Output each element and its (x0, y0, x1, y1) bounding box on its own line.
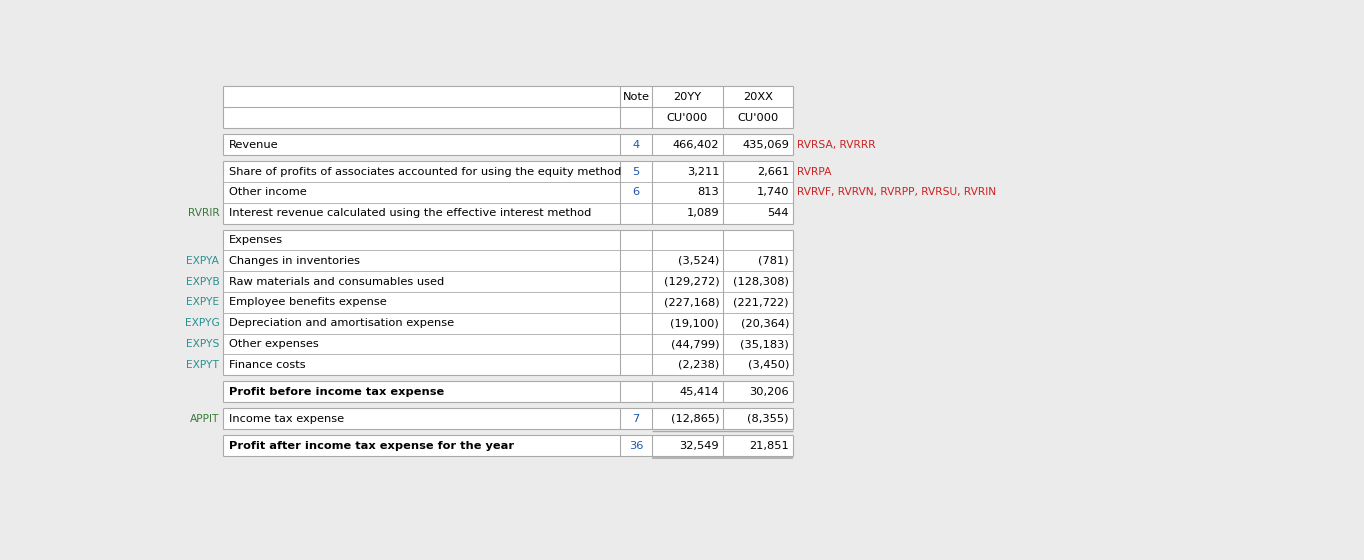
Text: RVRVF, RVRVN, RVRPP, RVRSU, RVRIN: RVRVF, RVRVN, RVRPP, RVRSU, RVRIN (797, 188, 996, 197)
Bar (224, 203, 792, 223)
Text: Other expenses: Other expenses (229, 339, 318, 349)
Bar (224, 354, 792, 375)
Text: 813: 813 (697, 188, 719, 197)
Text: 1,740: 1,740 (757, 188, 788, 197)
Text: 21,851: 21,851 (749, 441, 788, 451)
Text: Profit before income tax expense: Profit before income tax expense (229, 387, 443, 396)
Text: Employee benefits expense: Employee benefits expense (229, 297, 386, 307)
Text: Note: Note (622, 92, 649, 102)
Text: (3,524): (3,524) (678, 256, 719, 266)
Bar (224, 408, 792, 429)
Bar (224, 381, 792, 402)
Text: 6: 6 (633, 188, 640, 197)
Text: Income tax expense: Income tax expense (229, 414, 344, 424)
Text: 5: 5 (633, 166, 640, 176)
Text: 435,069: 435,069 (742, 139, 788, 150)
Text: 30,206: 30,206 (749, 387, 788, 396)
Text: RVRIR: RVRIR (188, 208, 220, 218)
Text: (128,308): (128,308) (732, 277, 788, 287)
Text: RVRSA, RVRRR: RVRSA, RVRRR (797, 139, 876, 150)
Text: (227,168): (227,168) (663, 297, 719, 307)
Bar (224, 271, 792, 292)
Bar (224, 334, 792, 354)
Text: 45,414: 45,414 (679, 387, 719, 396)
Text: Changes in inventories: Changes in inventories (229, 256, 360, 266)
Text: (35,183): (35,183) (741, 339, 788, 349)
Text: (2,238): (2,238) (678, 360, 719, 370)
Text: 4: 4 (633, 139, 640, 150)
Text: EXPYG: EXPYG (184, 318, 220, 328)
Text: (44,799): (44,799) (671, 339, 719, 349)
Text: (129,272): (129,272) (663, 277, 719, 287)
Text: 1,089: 1,089 (686, 208, 719, 218)
Text: Revenue: Revenue (229, 139, 278, 150)
Bar (224, 313, 792, 334)
Text: Share of profits of associates accounted for using the equity method: Share of profits of associates accounted… (229, 166, 621, 176)
Text: EXPYS: EXPYS (186, 339, 220, 349)
Text: EXPYT: EXPYT (187, 360, 220, 370)
Text: (3,450): (3,450) (747, 360, 788, 370)
Bar (224, 182, 792, 203)
Text: EXPYE: EXPYE (187, 297, 220, 307)
Text: Depreciation and amortisation expense: Depreciation and amortisation expense (229, 318, 454, 328)
Text: 2,661: 2,661 (757, 166, 788, 176)
Text: (19,100): (19,100) (671, 318, 719, 328)
Bar (224, 161, 792, 182)
Text: 7: 7 (633, 414, 640, 424)
Text: APPIT: APPIT (190, 414, 220, 424)
Text: Finance costs: Finance costs (229, 360, 306, 370)
Text: EXPYA: EXPYA (187, 256, 220, 266)
Text: Raw materials and consumables used: Raw materials and consumables used (229, 277, 443, 287)
Bar (224, 230, 792, 250)
Bar (224, 250, 792, 271)
Text: 36: 36 (629, 441, 642, 451)
Text: (781): (781) (758, 256, 788, 266)
Text: 20XX: 20XX (743, 92, 773, 102)
Bar (224, 86, 792, 128)
Text: Profit after income tax expense for the year: Profit after income tax expense for the … (229, 441, 514, 451)
Text: 3,211: 3,211 (686, 166, 719, 176)
Text: Other income: Other income (229, 188, 307, 197)
Text: Interest revenue calculated using the effective interest method: Interest revenue calculated using the ef… (229, 208, 591, 218)
Text: (221,722): (221,722) (734, 297, 788, 307)
Text: 20YY: 20YY (674, 92, 701, 102)
Bar (224, 435, 792, 456)
Text: (20,364): (20,364) (741, 318, 788, 328)
Text: 466,402: 466,402 (672, 139, 719, 150)
Text: (12,865): (12,865) (671, 414, 719, 424)
Text: 544: 544 (768, 208, 788, 218)
Text: (8,355): (8,355) (747, 414, 788, 424)
Text: CU'000: CU'000 (738, 113, 779, 123)
Text: CU'000: CU'000 (667, 113, 708, 123)
Text: 32,549: 32,549 (679, 441, 719, 451)
Text: Expenses: Expenses (229, 235, 282, 245)
Text: RVRPA: RVRPA (797, 166, 831, 176)
Text: EXPYB: EXPYB (186, 277, 220, 287)
Bar (224, 292, 792, 313)
Bar (224, 134, 792, 155)
